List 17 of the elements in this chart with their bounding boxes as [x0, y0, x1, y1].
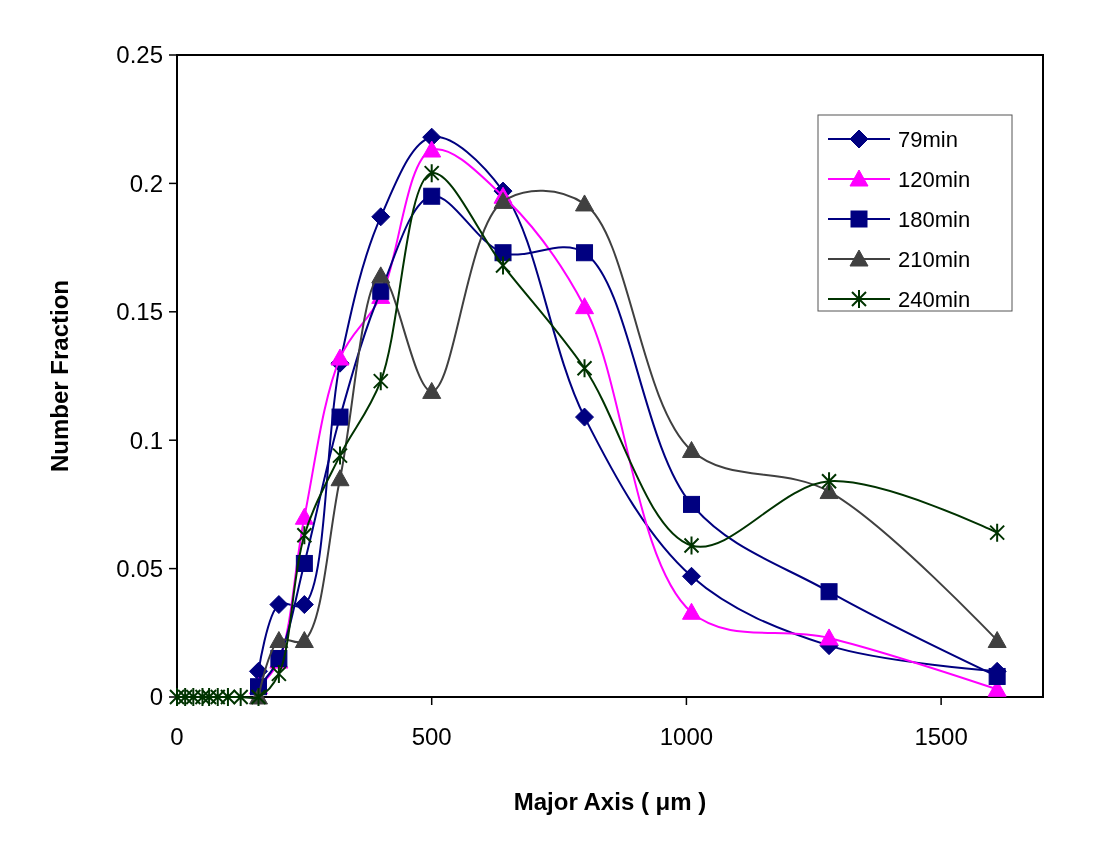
- legend-label: 240min: [898, 286, 971, 312]
- legend-label: 180min: [898, 206, 971, 232]
- x-axis-title: Major Axis ( μm ): [513, 788, 707, 815]
- y-tick-label: 0.05: [116, 555, 163, 582]
- y-axis-title: Number Fraction: [46, 279, 73, 473]
- x-tick-label: 500: [411, 723, 452, 750]
- x-tick-label: 1500: [914, 723, 968, 750]
- x-tick-label: 0: [170, 723, 184, 750]
- y-tick-label: 0: [149, 683, 163, 711]
- y-tick-label: 0.2: [129, 169, 163, 197]
- legend-label: 210min: [898, 246, 971, 272]
- y-tick-label: 0.1: [129, 426, 163, 454]
- x-tick-label: 1000: [659, 723, 714, 750]
- legend-label: 79min: [898, 126, 958, 152]
- y-tick-label: 0.25: [116, 41, 163, 69]
- legend-label: 120min: [898, 166, 971, 192]
- y-tick-label: 0.15: [116, 298, 163, 326]
